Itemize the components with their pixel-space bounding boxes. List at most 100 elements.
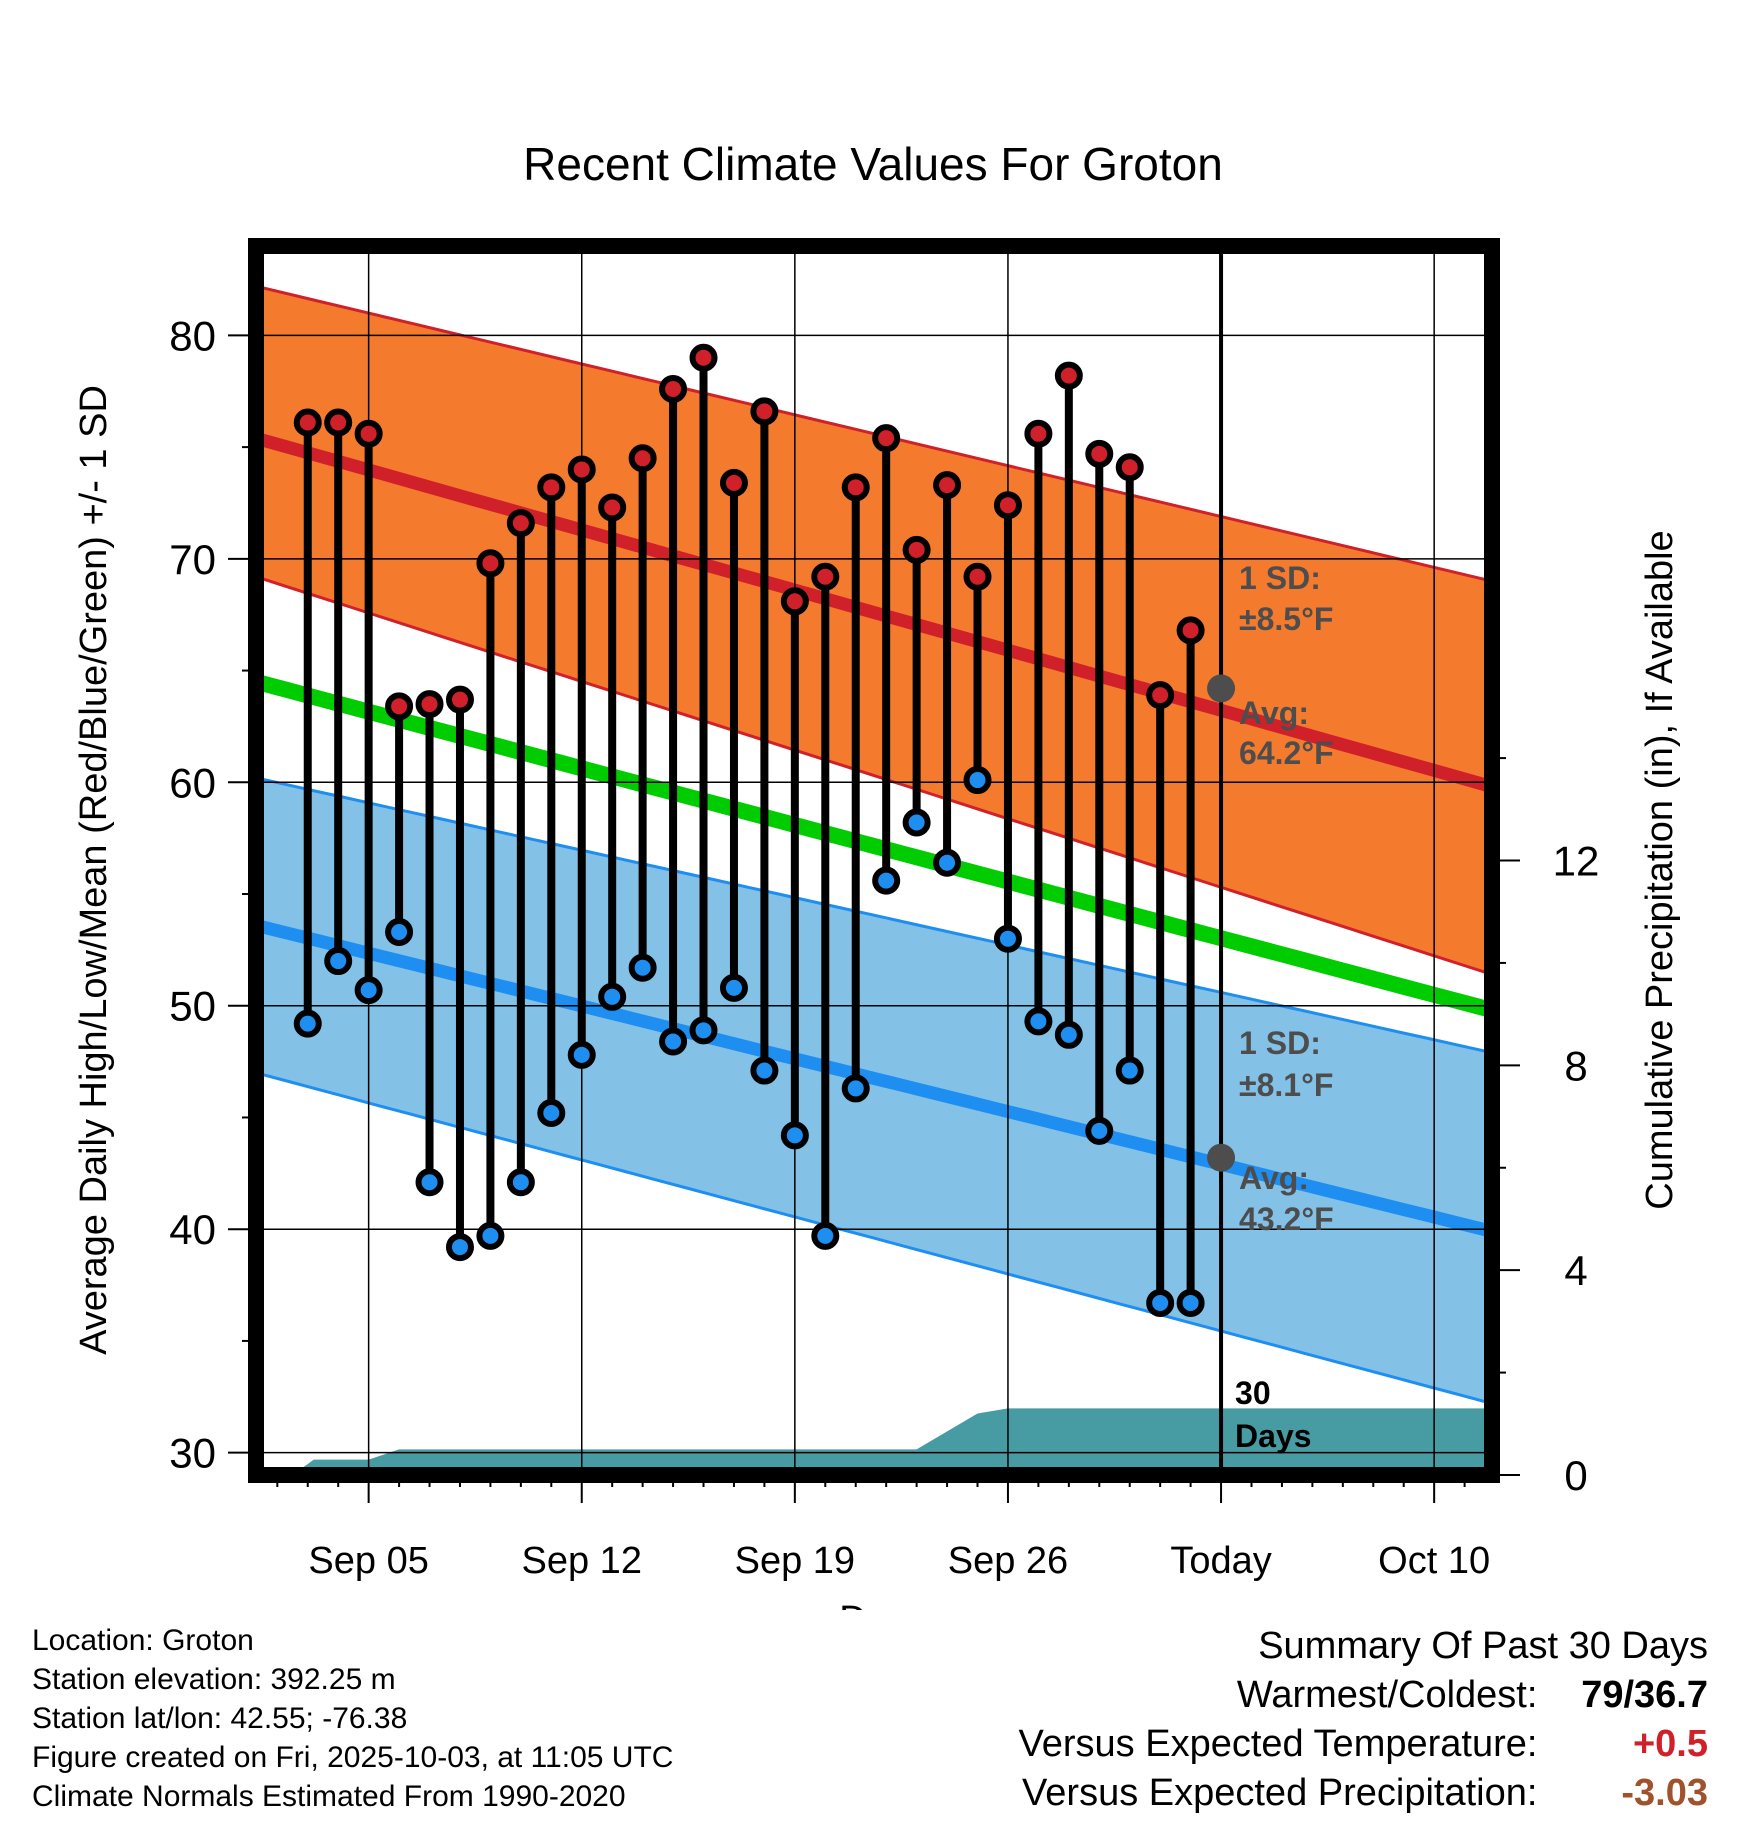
low-point-26 [1054, 1020, 1083, 1049]
y-axis-label-right: Cumulative Precipitation (in), If Availa… [1639, 530, 1681, 1209]
high-point-15 [719, 468, 748, 497]
normals-text: Climate Normals Estimated From 1990-2020 [32, 1780, 626, 1813]
low-point-9 [537, 1099, 566, 1128]
high-point-8 [506, 509, 535, 538]
high-point-2 [324, 408, 353, 437]
chart-title: Recent Climate Values For Groton [523, 138, 1223, 190]
y-tick-label-left-0: 30 [169, 1430, 216, 1477]
high-point-19 [841, 473, 870, 502]
y-tick-label-right-3: 12 [1553, 838, 1600, 885]
high-avg-label: Avg: [1239, 695, 1309, 731]
days-label-number: 30 [1235, 1375, 1271, 1411]
elevation-text: Station elevation: 392.25 m [32, 1663, 396, 1696]
high-point-22 [933, 471, 962, 500]
created-text: Figure created on Fri, 2025-10-03, at 11… [32, 1741, 674, 1774]
x-tick-label-1: Sep 12 [522, 1540, 642, 1582]
x-tick-label-4: Today [1170, 1540, 1271, 1582]
temp-value: +0.5 [1632, 1723, 1708, 1765]
precip-label: Versus Expected Precipitation: [1022, 1772, 1538, 1814]
low-point-15 [719, 973, 748, 1002]
high-lower-line [256, 575, 1492, 976]
high-point-14 [689, 343, 718, 372]
high-point-4 [385, 692, 414, 721]
low-point-25 [1024, 1007, 1053, 1036]
low-point-6 [445, 1233, 474, 1262]
low-point-8 [506, 1168, 535, 1197]
low-point-4 [385, 918, 414, 947]
low-avg-label: Avg: [1239, 1160, 1309, 1196]
high-point-13 [659, 375, 688, 404]
high-point-17 [780, 587, 809, 616]
location-text: Location: Groton [32, 1624, 254, 1657]
y-tick-label-left-2: 50 [169, 983, 216, 1030]
low-sd-value: ±8.1°F [1239, 1067, 1333, 1103]
y-tick-label-right-0: 0 [1564, 1452, 1587, 1499]
low-point-12 [628, 953, 657, 982]
y-tick-label-right-2: 8 [1564, 1042, 1587, 1089]
high-point-5 [415, 690, 444, 719]
x-tick-label-2: Sep 19 [735, 1540, 855, 1582]
high-point-9 [537, 473, 566, 502]
high-point-11 [598, 493, 627, 522]
low-point-14 [689, 1016, 718, 1045]
high-point-1 [293, 408, 322, 437]
high-point-27 [1085, 439, 1114, 468]
low-point-21 [902, 808, 931, 837]
precip-area [292, 1408, 1492, 1475]
high-point-30 [1176, 616, 1205, 645]
low-point-7 [476, 1221, 505, 1250]
high-point-29 [1146, 681, 1175, 710]
low-point-22 [933, 848, 962, 877]
low-band [256, 777, 1492, 1404]
latlon-text: Station lat/lon: 42.55; -76.38 [32, 1702, 408, 1735]
low-point-13 [659, 1027, 688, 1056]
precip-value: -3.03 [1621, 1772, 1708, 1814]
y-axis-label-left: Average Daily High/Low/Mean (Red/Blue/Gr… [73, 385, 115, 1355]
y-tick-label-left-4: 70 [169, 536, 216, 583]
axes: 30 40 50 60 70 80 0 4 8 12 Sep 05 Sep 12 Sep 19 Sep 2… [169, 312, 1599, 1582]
y-tick-label-left-3: 60 [169, 759, 216, 806]
high-point-7 [476, 549, 505, 578]
low-point-24 [993, 924, 1022, 953]
summary-temp-row: Versus Expected Temperature: +0.5 [1019, 1720, 1708, 1769]
summary-warmest-row: Warmest/Coldest: 79/36.7 [1019, 1671, 1708, 1720]
high-point-12 [628, 444, 657, 473]
low-point-29 [1146, 1288, 1175, 1317]
y-tick-label-left-5: 80 [169, 312, 216, 359]
low-point-23 [963, 766, 992, 795]
high-point-6 [445, 685, 474, 714]
high-mean-line [256, 431, 1492, 794]
warmest-label: Warmest/Coldest: [1236, 1674, 1538, 1716]
summary-title: Summary Of Past 30 Days [1258, 1625, 1708, 1667]
x-axis-label: Day [839, 1599, 907, 1610]
low-point-16 [750, 1056, 779, 1085]
low-point-19 [841, 1074, 870, 1103]
high-point-21 [902, 535, 931, 564]
high-point-16 [750, 397, 779, 426]
high-point-23 [963, 562, 992, 591]
low-point-2 [324, 947, 353, 976]
low-point-18 [811, 1221, 840, 1250]
low-point-28 [1115, 1056, 1144, 1085]
x-tick-label-5: Oct 10 [1378, 1540, 1490, 1582]
high-point-10 [567, 455, 596, 484]
high-point-24 [993, 491, 1022, 520]
high-point-26 [1054, 361, 1083, 390]
station-info: Location: Groton Station elevation: 392.… [32, 1621, 673, 1816]
low-avg-value: 43.2°F [1239, 1201, 1334, 1237]
low-point-17 [780, 1121, 809, 1150]
high-avg-marker [1207, 674, 1236, 703]
low-sd-label: 1 SD: [1239, 1025, 1321, 1061]
summary-precip-row: Versus Expected Precipitation: -3.03 [1019, 1769, 1708, 1818]
high-sd-label: 1 SD: [1239, 560, 1321, 596]
high-point-20 [872, 424, 901, 453]
low-point-30 [1176, 1288, 1205, 1317]
low-point-20 [872, 866, 901, 895]
high-point-25 [1024, 419, 1053, 448]
high-point-28 [1115, 453, 1144, 482]
low-point-1 [293, 1009, 322, 1038]
low-point-5 [415, 1168, 444, 1197]
summary-panel: Summary Of Past 30 Days Warmest/Coldest:… [1019, 1622, 1708, 1818]
temp-label: Versus Expected Temperature: [1018, 1723, 1538, 1765]
low-avg-marker [1207, 1143, 1236, 1172]
